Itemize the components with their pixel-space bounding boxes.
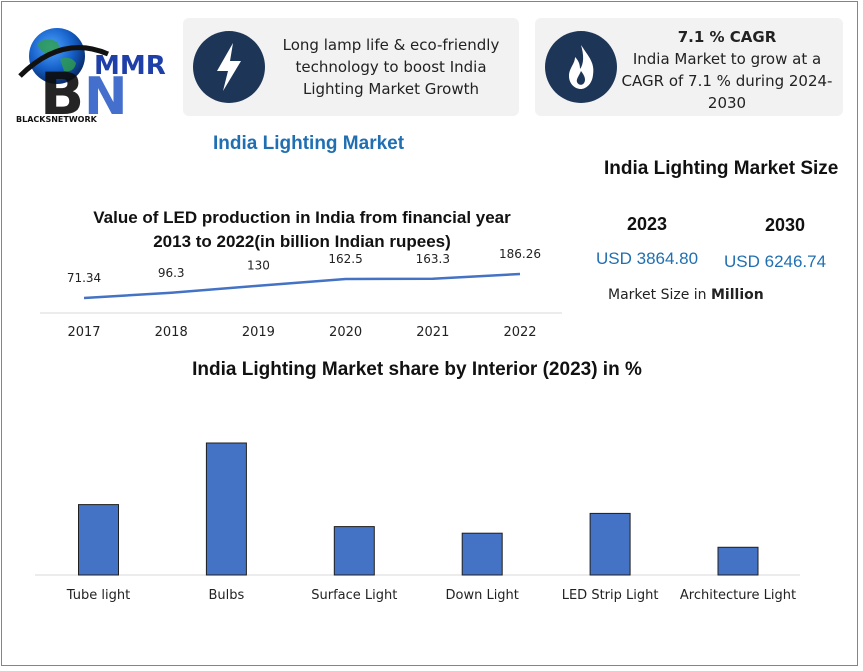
bar-category-label: Bulbs <box>209 588 245 603</box>
flame-icon <box>569 45 594 89</box>
line-x-tick-label: 2022 <box>503 325 536 340</box>
bar <box>333 526 375 576</box>
growth-text: Long lamp life & eco-friendly technology… <box>282 36 500 98</box>
svg-text:B: B <box>40 60 84 126</box>
lightning-icon <box>217 43 241 91</box>
line-x-tick-label: 2017 <box>67 325 100 340</box>
line-data-label: 162.5 <box>328 252 362 266</box>
svg-text:MMR: MMR <box>94 51 166 81</box>
svg-text:BLACKSNETWORK: BLACKSNETWORK <box>16 115 98 124</box>
cagr-heading: 7.1 % CAGR <box>677 28 777 46</box>
market-size-unit: Market Size in Million <box>608 287 764 303</box>
line-x-tick-label: 2021 <box>416 325 449 340</box>
line-x-tick-label: 2018 <box>155 325 188 340</box>
bar-category-label: Surface Light <box>311 588 397 603</box>
icon-circle <box>545 31 617 103</box>
line-data-label: 163.3 <box>416 252 450 266</box>
bar-chart-title: India Lighting Market share by Interior … <box>192 359 642 380</box>
value-2030: USD 6246.74 <box>724 252 827 271</box>
cagr-text: India Market to grow at a CAGR of 7.1 % … <box>621 50 833 112</box>
feature-card-cagr: 7.1 % CAGR India Market to grow at a CAG… <box>535 18 843 116</box>
year-2030: 2030 <box>765 215 806 235</box>
year-2023: 2023 <box>627 214 668 234</box>
line-data-label: 96.3 <box>158 266 185 280</box>
unit-prefix: Market Size in <box>608 287 711 303</box>
bar <box>205 442 247 576</box>
bar <box>717 546 759 576</box>
line-series <box>83 272 521 300</box>
feature-card-growth: Long lamp life & eco-friendly technology… <box>183 18 519 116</box>
line-data-label: 130 <box>247 259 270 273</box>
globe-logo-icon: MMR B N BLACKSNETWORK <box>16 28 166 128</box>
bar <box>589 512 631 576</box>
line-x-tick-label: 2019 <box>242 325 275 340</box>
svg-text:N: N <box>84 67 128 126</box>
value-2023: USD 3864.80 <box>596 249 699 268</box>
bar-category-label: Tube light <box>66 588 130 603</box>
bar-category-label: LED Strip Light <box>562 588 659 603</box>
market-title: India Lighting Market <box>213 133 405 154</box>
logo: MMR B N BLACKSNETWORK <box>12 14 172 128</box>
unit-bold: Million <box>710 287 764 303</box>
icon-circle <box>193 31 265 103</box>
line-x-tick-label: 2020 <box>329 325 362 340</box>
bar-category-label: Architecture Light <box>680 588 796 603</box>
line-data-label: 71.34 <box>67 271 101 285</box>
line-chart-title: Value of LED production in India from fi… <box>93 208 511 251</box>
bar <box>461 532 503 576</box>
bar <box>78 504 119 576</box>
line-data-label: 186.26 <box>499 247 541 261</box>
bar-category-label: Down Light <box>445 588 518 603</box>
market-size-title: India Lighting Market Size <box>604 158 839 179</box>
